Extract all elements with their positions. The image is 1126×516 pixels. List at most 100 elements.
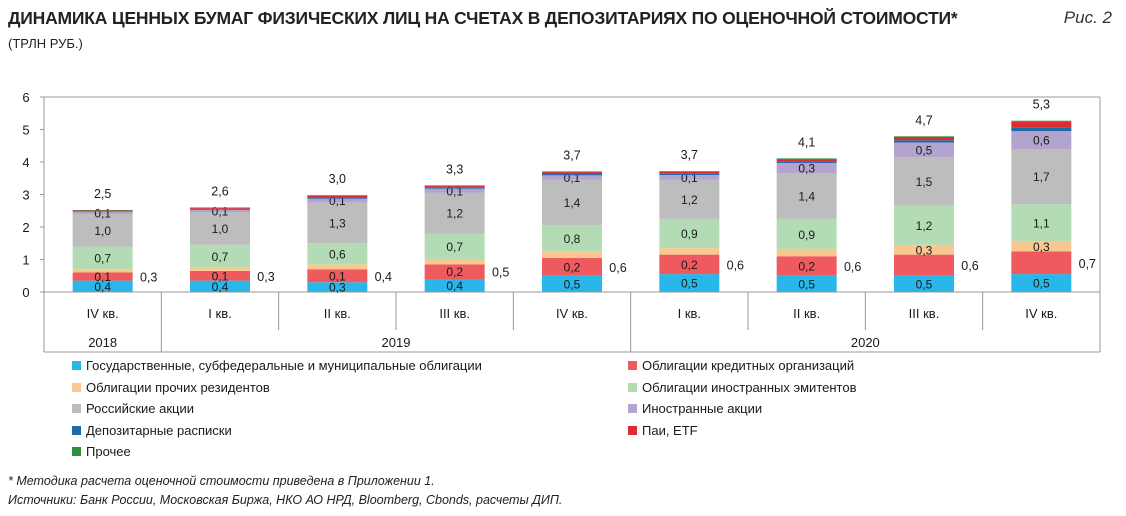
year-label: 2020 bbox=[851, 335, 880, 350]
x-tick-label: I кв. bbox=[208, 306, 231, 321]
bar-segment bbox=[190, 208, 250, 210]
data-label: 0,3 bbox=[916, 243, 933, 257]
data-label: 0,5 bbox=[1033, 277, 1050, 291]
bar-segment bbox=[659, 248, 720, 255]
data-label: 1,7 bbox=[1033, 170, 1050, 184]
credit-orgs-side-label: 0,6 bbox=[961, 259, 978, 273]
data-label: 1,0 bbox=[212, 222, 229, 236]
data-label: 0,7 bbox=[212, 250, 229, 264]
credit-orgs-side-label: 0,4 bbox=[375, 270, 392, 284]
legend-label: Иностранные акции bbox=[642, 401, 763, 416]
sources-note: Источники: Банк России, Московская Биржа… bbox=[8, 493, 563, 507]
legend-item: Облигации иностранных эмитентов bbox=[628, 380, 856, 395]
bar-segment bbox=[542, 179, 602, 226]
legend-item: Российские акции bbox=[72, 401, 194, 416]
bar-segment bbox=[424, 186, 485, 188]
x-tick-label: I кв. bbox=[678, 306, 701, 321]
data-label: 0,9 bbox=[681, 227, 698, 241]
bar-segment bbox=[1011, 120, 1072, 122]
legend-swatch bbox=[72, 425, 81, 435]
year-label: 2019 bbox=[382, 335, 411, 350]
legend-swatch bbox=[628, 425, 637, 435]
bar-segment bbox=[1011, 149, 1072, 205]
bar-segment bbox=[424, 187, 485, 189]
bar-segment bbox=[894, 140, 954, 143]
y-tick-label: 5 bbox=[22, 123, 29, 138]
data-label: 0,7 bbox=[446, 240, 463, 254]
bar-segment bbox=[72, 214, 133, 247]
legend-swatch bbox=[628, 361, 637, 370]
bar-segment bbox=[190, 207, 250, 208]
legend-item: Облигации кредитных организаций bbox=[628, 358, 854, 373]
legend-swatch bbox=[72, 404, 81, 413]
bar-segment bbox=[307, 282, 368, 292]
data-label: 0,5 bbox=[681, 277, 698, 291]
bar-segment bbox=[659, 179, 720, 219]
data-label: 0,3 bbox=[798, 162, 815, 176]
data-label: 1,5 bbox=[916, 175, 933, 189]
bar-segment bbox=[659, 173, 720, 175]
bar-segment bbox=[659, 171, 720, 174]
bar-segment bbox=[307, 195, 368, 198]
data-label: 0,1 bbox=[94, 270, 111, 284]
bar-segment bbox=[659, 254, 720, 275]
legend-label: Облигации прочих резидентов bbox=[86, 379, 270, 395]
bar-segment bbox=[894, 142, 954, 158]
data-label: 1,0 bbox=[94, 224, 111, 238]
bar-segment bbox=[424, 279, 485, 292]
data-label: 0,2 bbox=[446, 265, 463, 279]
bar-segment bbox=[542, 257, 602, 276]
year-label: 2018 bbox=[88, 335, 117, 350]
stacked-bar-chart: 0 1 2 3 4 5 6 IV кв. I кв. II кв. III кв. IV кв. I к… bbox=[22, 90, 1101, 353]
bar-segment bbox=[542, 175, 602, 180]
data-label: 0,6 bbox=[1033, 134, 1050, 148]
bar-segment bbox=[659, 175, 720, 180]
data-label: 1,1 bbox=[1033, 216, 1050, 230]
legend-swatch bbox=[628, 404, 637, 413]
total-label: 3,7 bbox=[563, 148, 580, 162]
bar-segment bbox=[894, 136, 954, 141]
y-tick-label: 0 bbox=[22, 285, 29, 300]
bar-segment bbox=[542, 225, 602, 252]
footnotes: * Методика расчета оценочной стоимости п… bbox=[8, 472, 562, 510]
bar-segment bbox=[659, 218, 720, 249]
data-label: 0,5 bbox=[916, 277, 933, 291]
bar-segment bbox=[1011, 131, 1072, 149]
data-label: 0,1 bbox=[329, 269, 346, 283]
x-tick-label: III кв. bbox=[439, 306, 470, 321]
data-label: 0,5 bbox=[798, 277, 815, 291]
bar-segment bbox=[659, 171, 720, 172]
bar-segment bbox=[72, 211, 133, 212]
bar-segment bbox=[894, 244, 954, 255]
legend-swatch bbox=[72, 382, 81, 392]
total-label: 4,7 bbox=[915, 113, 932, 127]
legend-label: Депозитарные расписки bbox=[86, 422, 232, 438]
bar-segment bbox=[190, 280, 250, 292]
bar-segment bbox=[894, 136, 954, 137]
figure-label: Рис. 2 bbox=[1063, 8, 1112, 27]
data-label: 0,4 bbox=[446, 279, 463, 293]
bar-segment bbox=[307, 202, 368, 244]
credit-orgs-side-label: 0,3 bbox=[140, 271, 157, 285]
bar-segment bbox=[190, 244, 250, 268]
bar-segment bbox=[307, 243, 368, 265]
data-label: 0,2 bbox=[798, 260, 815, 274]
bar-segment bbox=[307, 264, 368, 270]
y-tick-label: 3 bbox=[22, 188, 29, 203]
bar-segment bbox=[307, 198, 368, 203]
bar-segment bbox=[1011, 204, 1072, 242]
bar-segment bbox=[542, 171, 602, 173]
bar-segment bbox=[894, 275, 954, 292]
bar-segment bbox=[776, 256, 837, 276]
bar-segment bbox=[894, 157, 954, 206]
legend-item: Облигации прочих резидентов bbox=[72, 380, 270, 395]
legend-label: Облигации иностранных эмитентов bbox=[642, 379, 857, 395]
bar-segment bbox=[542, 174, 602, 176]
bar-segment bbox=[776, 173, 837, 219]
bar-segment bbox=[307, 269, 368, 283]
bar-segment bbox=[894, 205, 954, 245]
data-label: 1,2 bbox=[446, 207, 463, 221]
data-label: 1,3 bbox=[329, 216, 346, 230]
bar-segment bbox=[776, 275, 837, 292]
bar-segment bbox=[542, 275, 602, 292]
